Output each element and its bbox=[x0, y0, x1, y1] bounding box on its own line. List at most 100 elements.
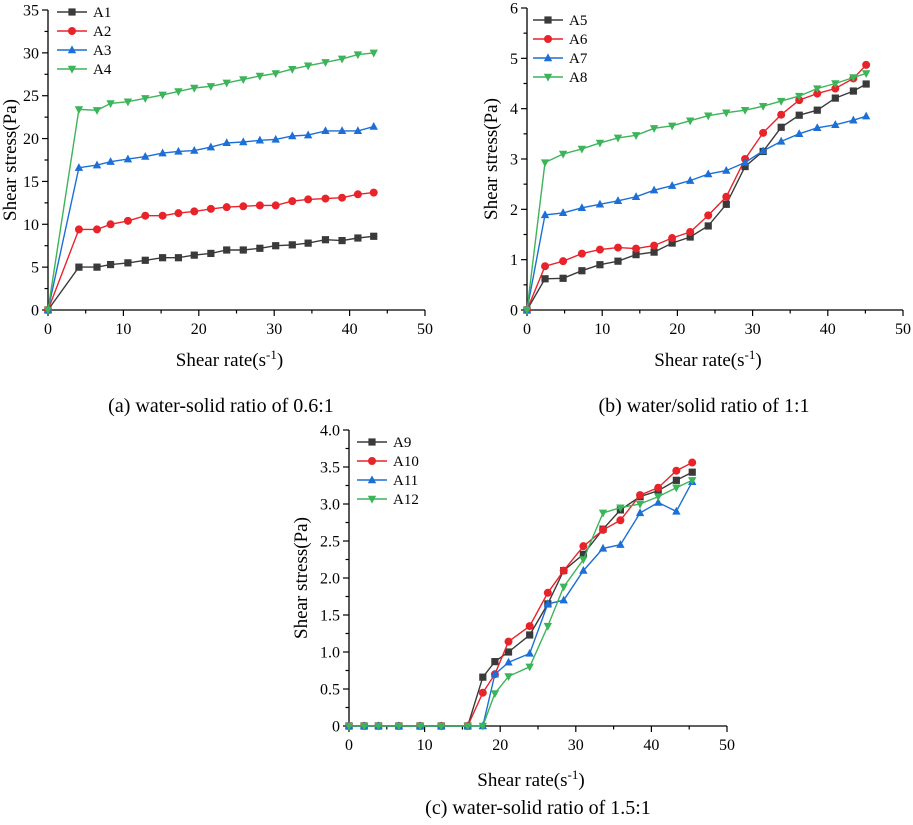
data-point-A8 bbox=[540, 159, 550, 168]
y-tick-label: 4 bbox=[510, 101, 518, 118]
y-tick-label: 3.5 bbox=[320, 460, 340, 477]
x-axis-title-a: Shear rate(s-1) bbox=[176, 347, 283, 372]
y-tick-label: 1.0 bbox=[320, 645, 340, 662]
data-point-A5 bbox=[632, 251, 640, 259]
data-point-A3 bbox=[123, 154, 133, 163]
data-point-A1 bbox=[370, 232, 378, 240]
data-point-A4 bbox=[288, 65, 297, 74]
x-tick-label: 40 bbox=[820, 321, 836, 338]
x-tick-label: 40 bbox=[342, 321, 358, 338]
data-point-A5 bbox=[596, 261, 604, 269]
y-tick-label: 4.0 bbox=[320, 423, 340, 440]
data-point-A5 bbox=[559, 274, 567, 282]
data-point-A7 bbox=[685, 176, 695, 184]
data-point-A12 bbox=[415, 722, 425, 731]
data-point-A2 bbox=[239, 202, 248, 211]
data-point-A8 bbox=[704, 112, 713, 121]
chart-panel-b: 0 10 20 30 40 50 0 1 2 3 4 5 6 Shear stress(Pa) Shear … bbox=[481, 1, 911, 372]
data-point-A3 bbox=[190, 145, 199, 154]
x-tick-label: 20 bbox=[191, 321, 207, 338]
data-point-A2 bbox=[93, 225, 102, 234]
data-point-A2 bbox=[141, 211, 150, 220]
x-tick-label: 10 bbox=[115, 321, 131, 338]
data-point-A5 bbox=[650, 248, 658, 256]
y-tick-label: 2.5 bbox=[320, 534, 340, 551]
data-point-A9 bbox=[479, 673, 487, 681]
data-point-A8 bbox=[861, 70, 871, 79]
data-point-A4 bbox=[321, 59, 330, 67]
data-point-A8 bbox=[649, 125, 659, 133]
data-point-A5 bbox=[541, 275, 549, 283]
y-tick-label: 5 bbox=[31, 260, 39, 277]
data-point-A1 bbox=[190, 251, 198, 259]
data-point-A12 bbox=[543, 622, 553, 631]
data-point-A8 bbox=[613, 134, 623, 143]
data-point-A7 bbox=[558, 208, 568, 217]
x-tick-label: 30 bbox=[568, 737, 584, 754]
data-point-A2 bbox=[158, 211, 167, 220]
data-point-A2 bbox=[74, 225, 83, 234]
data-point-A7 bbox=[740, 157, 750, 166]
data-point-A1 bbox=[304, 239, 312, 247]
data-point-A8 bbox=[813, 85, 822, 94]
legend-label-A2: A2 bbox=[93, 24, 111, 40]
data-point-A9 bbox=[504, 648, 513, 656]
x-tick-label: 50 bbox=[417, 321, 433, 338]
data-point-A8 bbox=[522, 306, 532, 315]
data-point-A7 bbox=[613, 196, 623, 204]
data-point-A1 bbox=[93, 263, 101, 271]
y-axis-title-c: Shear stress(Pa) bbox=[291, 517, 312, 639]
data-point-A8 bbox=[758, 102, 768, 111]
data-point-A2 bbox=[222, 203, 231, 212]
data-point-A2 bbox=[353, 190, 362, 199]
data-point-A12 bbox=[374, 722, 383, 731]
y-tick-label: 1 bbox=[510, 252, 518, 269]
data-point-A6 bbox=[668, 234, 677, 243]
data-point-A8 bbox=[722, 109, 731, 118]
data-point-A4 bbox=[74, 106, 84, 115]
data-point-A3 bbox=[158, 148, 167, 157]
data-point-A6 bbox=[632, 244, 641, 253]
data-point-A4 bbox=[123, 98, 133, 107]
legend-marker-A3 bbox=[67, 45, 77, 54]
legend-label-A10: A10 bbox=[393, 454, 419, 470]
data-point-A7 bbox=[667, 181, 677, 189]
data-point-A5 bbox=[686, 233, 694, 241]
legend-label-A1: A1 bbox=[93, 5, 111, 21]
legend-marker-A10 bbox=[368, 457, 376, 465]
data-point-A3 bbox=[288, 131, 297, 140]
data-point-A2 bbox=[321, 194, 330, 203]
x-axis-title-c: Shear rate(s-1) bbox=[477, 767, 584, 792]
data-point-A6 bbox=[704, 211, 713, 220]
data-point-A7 bbox=[813, 123, 822, 131]
data-point-A4 bbox=[158, 91, 167, 100]
data-point-A6 bbox=[777, 110, 786, 119]
data-point-A8 bbox=[740, 106, 750, 115]
legend-label-A6: A6 bbox=[569, 32, 588, 48]
data-point-A12 bbox=[394, 722, 404, 731]
y-axis-title-a: Shear stress(Pa) bbox=[0, 99, 21, 221]
data-point-A8 bbox=[595, 139, 605, 148]
data-point-A4 bbox=[353, 51, 363, 60]
data-point-A1 bbox=[141, 256, 149, 264]
legend-marker-A5 bbox=[544, 16, 552, 24]
y-tick-label: 2 bbox=[510, 202, 518, 219]
data-point-A2 bbox=[288, 197, 297, 206]
data-point-A3 bbox=[255, 135, 265, 144]
data-point-A1 bbox=[272, 242, 280, 250]
x-tick-label: 10 bbox=[594, 321, 610, 338]
data-point-A1 bbox=[354, 234, 362, 242]
data-point-A9 bbox=[526, 631, 534, 639]
data-point-A6 bbox=[759, 128, 768, 137]
legend-label-A9: A9 bbox=[393, 435, 411, 451]
data-point-A4 bbox=[106, 100, 115, 109]
data-point-A6 bbox=[559, 257, 568, 266]
x-tick-label: 20 bbox=[669, 321, 685, 338]
y-tick-label: 1.5 bbox=[320, 608, 340, 625]
x-tick-label: 30 bbox=[266, 321, 282, 338]
data-point-A11 bbox=[504, 657, 513, 666]
data-point-A8 bbox=[685, 117, 695, 126]
data-point-A4 bbox=[271, 70, 280, 79]
data-point-A6 bbox=[650, 241, 659, 250]
